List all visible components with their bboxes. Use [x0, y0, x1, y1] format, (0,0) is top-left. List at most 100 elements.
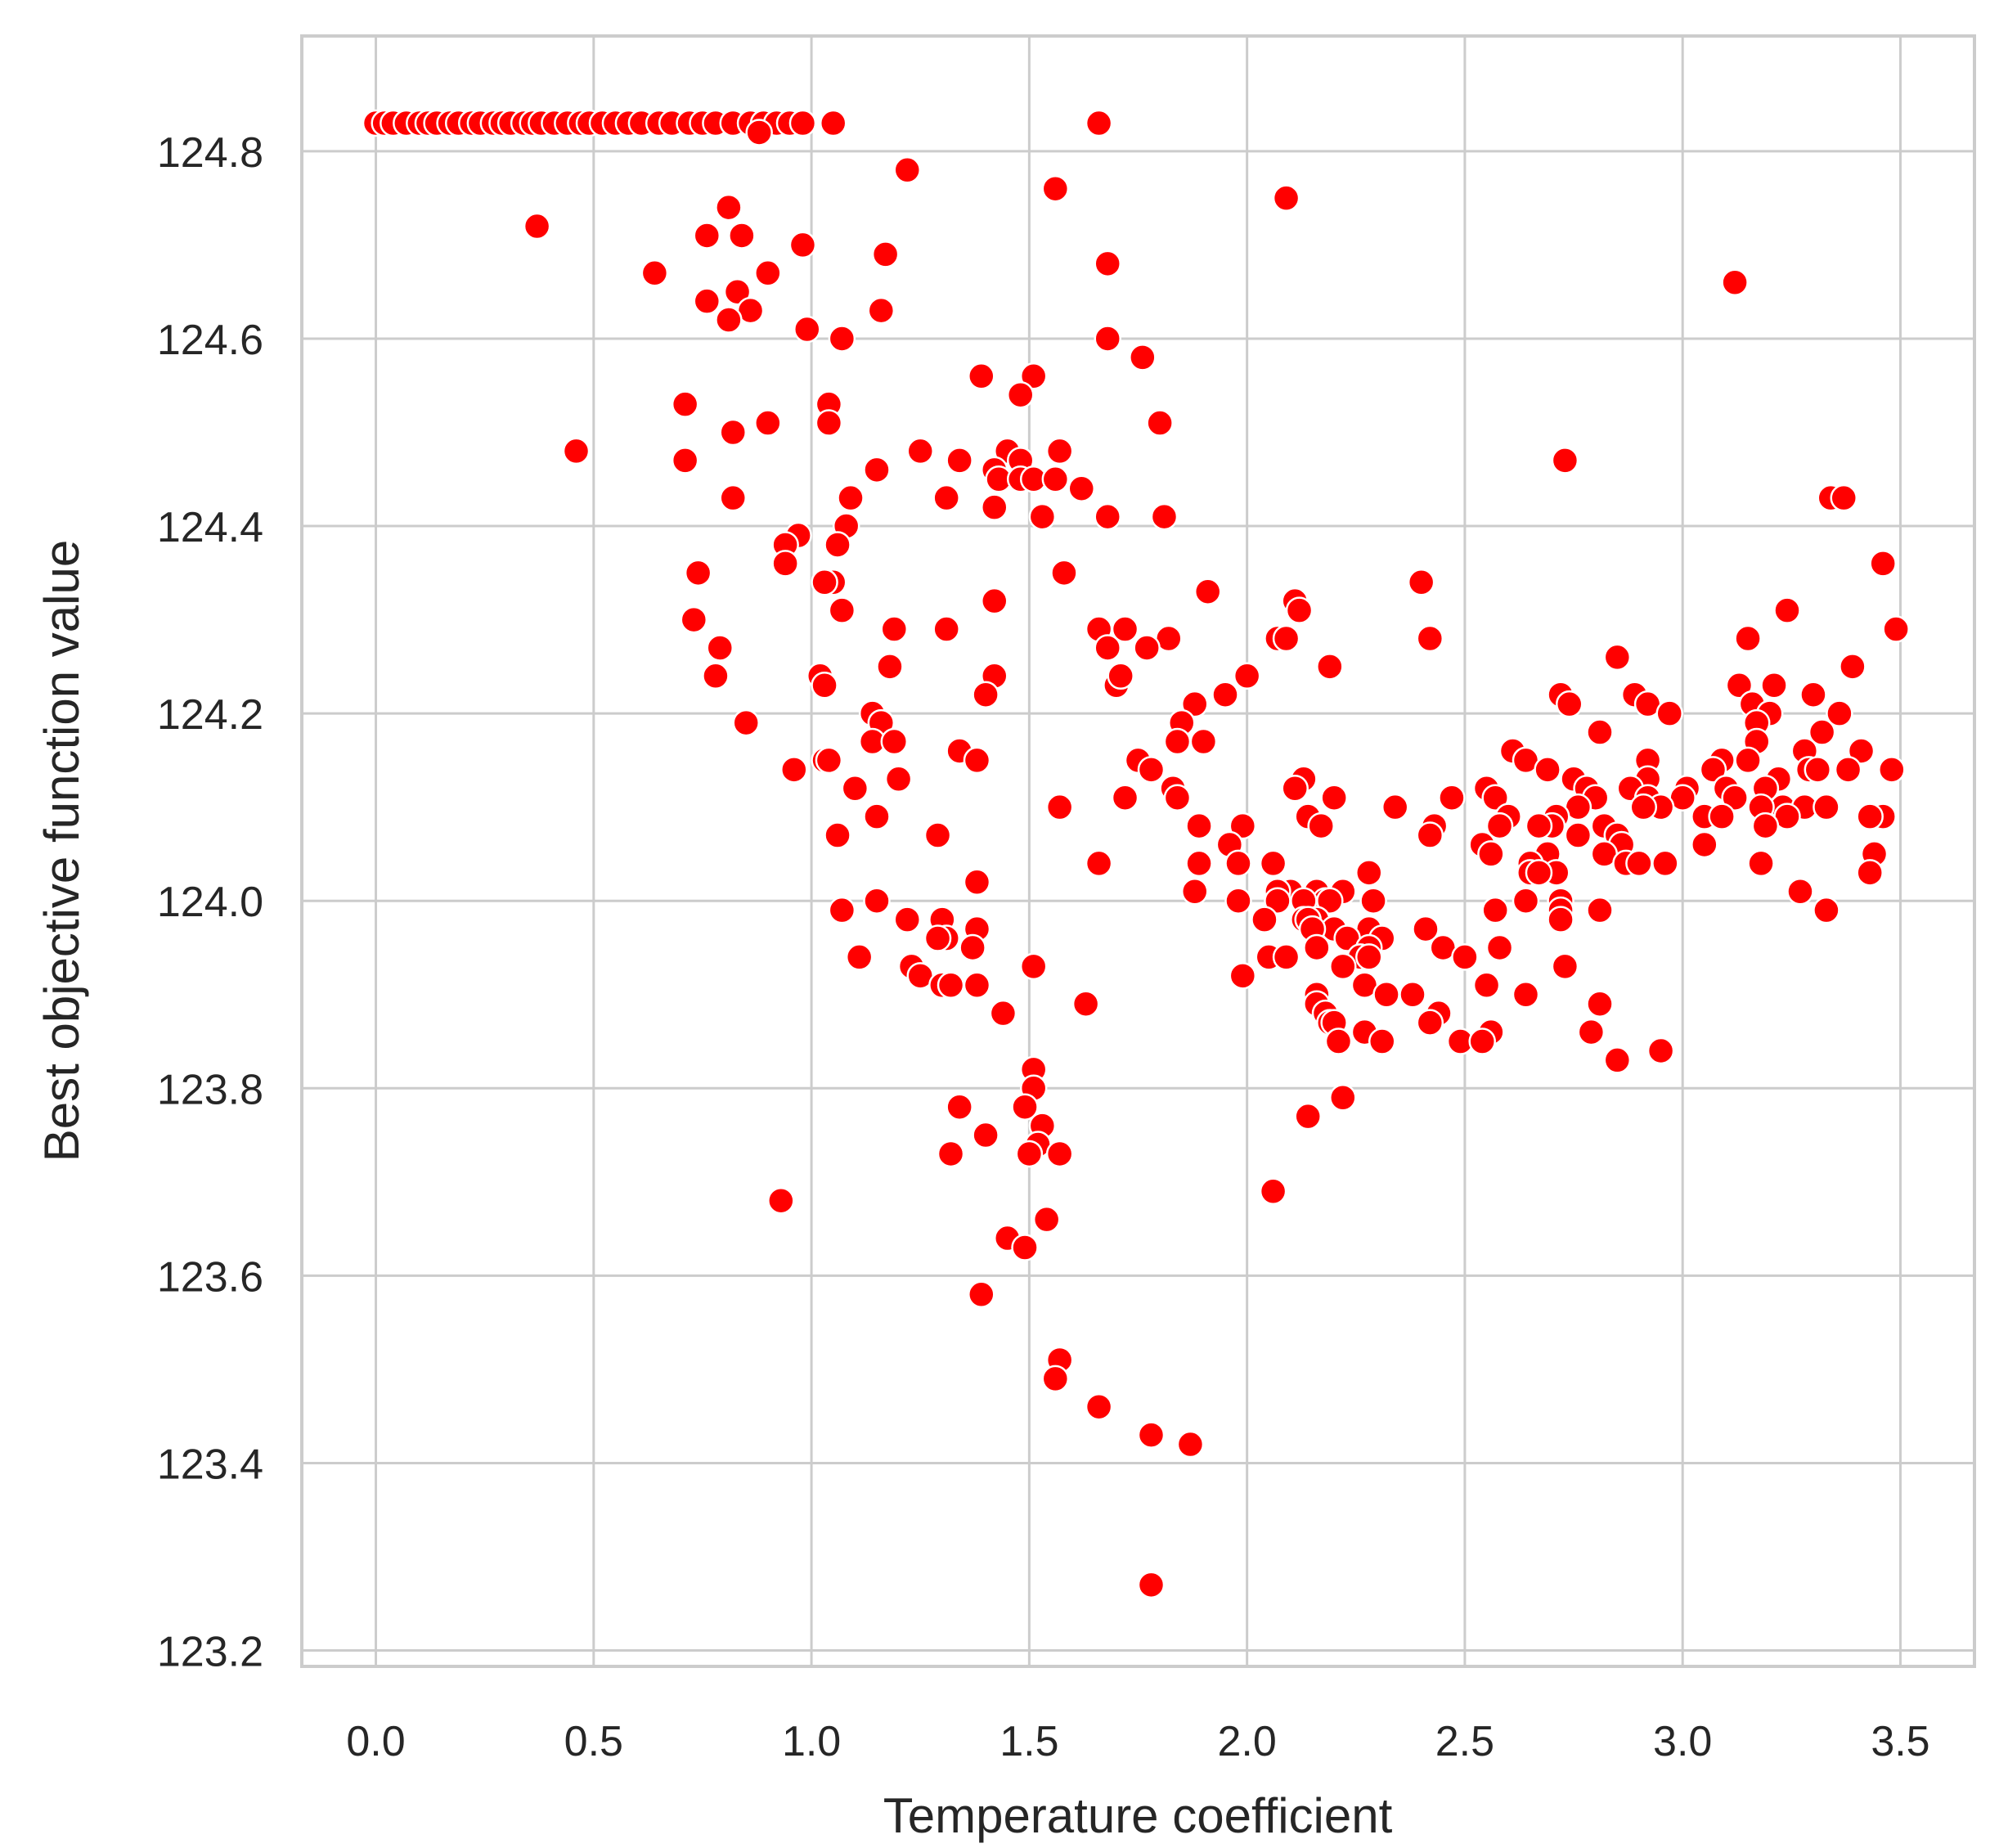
scatter-point — [1586, 718, 1614, 746]
scatter-point — [562, 437, 591, 465]
scatter-point — [1045, 1140, 1074, 1168]
scatter-point — [1751, 812, 1780, 840]
y-axis-label: Best objective function value — [34, 540, 89, 1162]
scatter-point — [1019, 952, 1048, 981]
scatter-point — [1211, 681, 1239, 708]
scatter-point — [867, 296, 896, 325]
scatter-point — [1416, 821, 1444, 849]
y-tick-label: 124.0 — [157, 879, 263, 926]
scatter-point — [1307, 812, 1335, 840]
scatter-point — [811, 672, 838, 699]
scatter-point — [1067, 474, 1096, 502]
scatter-point — [1150, 502, 1179, 531]
scatter-point — [1094, 325, 1121, 353]
y-tick-label: 123.2 — [157, 1629, 263, 1676]
scatter-point — [1368, 1027, 1396, 1055]
scatter-point — [1721, 268, 1749, 296]
scatter-point — [1830, 483, 1857, 512]
scatter-point — [1180, 690, 1209, 718]
scatter-point — [732, 708, 760, 737]
scatter-point — [932, 483, 960, 512]
scatter-points — [362, 109, 1910, 1599]
scatter-point — [671, 390, 699, 418]
scatter-point — [1094, 634, 1121, 662]
x-tick-label: 1.0 — [782, 1718, 841, 1765]
scatter-point — [863, 456, 891, 484]
scatter-point — [837, 483, 865, 512]
y-tick-label: 123.6 — [157, 1253, 263, 1301]
scatter-point — [1176, 1430, 1205, 1459]
scatter-point — [972, 1121, 1000, 1149]
scatter-point — [1006, 380, 1035, 409]
scatter-point — [1032, 1205, 1061, 1234]
scatter-point — [640, 259, 669, 287]
y-tick-label: 123.4 — [157, 1441, 263, 1488]
scatter-point — [828, 896, 856, 924]
scatter-point — [1185, 849, 1213, 878]
scatter-point — [1229, 962, 1257, 990]
scatter-point — [1137, 1421, 1166, 1449]
scatter-point — [1180, 878, 1209, 906]
scatter-point — [745, 119, 773, 146]
scatter-point — [1233, 662, 1261, 690]
scatter-point — [780, 756, 808, 784]
scatter-point — [880, 615, 909, 643]
scatter-point — [1085, 109, 1113, 137]
scatter-point — [693, 222, 721, 250]
scatter-point — [1272, 184, 1300, 212]
scatter-point — [1799, 681, 1827, 708]
scatter-point — [1882, 615, 1910, 643]
scatter-point — [1045, 437, 1074, 465]
y-gridlines — [302, 150, 1974, 1652]
scatter-point — [884, 765, 913, 794]
scatter-point — [1564, 821, 1592, 849]
scatter-point — [1468, 1027, 1496, 1055]
scatter-point — [923, 924, 952, 952]
scatter-point — [1355, 859, 1383, 887]
scatter-point — [946, 1093, 973, 1121]
scatter-point — [1264, 887, 1291, 915]
scatter-point — [1041, 174, 1070, 203]
scatter-point — [1646, 1036, 1675, 1065]
scatter-point — [1133, 634, 1161, 662]
scatter-point — [1721, 784, 1749, 812]
scatter-point — [1691, 830, 1718, 859]
scatter-point — [1163, 727, 1192, 756]
scatter-point — [1477, 840, 1505, 868]
scatter-point — [923, 821, 952, 849]
scatter-point — [815, 746, 843, 775]
scatter-point — [1839, 653, 1866, 681]
scatter-point — [1094, 502, 1121, 531]
scatter-point — [693, 287, 721, 315]
scatter-point — [1551, 447, 1579, 474]
scatter-point — [1512, 980, 1540, 1009]
scatter-point — [706, 634, 734, 662]
scatter-point — [819, 109, 847, 137]
scatter-point — [880, 727, 909, 756]
scatter-point — [1189, 727, 1218, 756]
scatter-point — [1316, 653, 1344, 681]
scatter-point — [1603, 643, 1632, 672]
scatter-point — [959, 933, 986, 962]
scatter-point — [1725, 672, 1754, 699]
scatter-point — [968, 362, 995, 390]
scatter-point — [771, 550, 799, 578]
scatter-point — [684, 559, 712, 587]
scatter-point — [811, 569, 838, 596]
scatter-point — [824, 821, 851, 849]
x-gridlines — [375, 36, 1902, 1666]
scatter-point — [845, 943, 874, 971]
scatter-point — [719, 483, 747, 512]
scatter-point — [1041, 1365, 1070, 1393]
scatter-point — [1481, 784, 1509, 812]
scatter-point — [1372, 980, 1400, 1009]
scatter-point — [754, 259, 782, 287]
scatter-point — [1094, 250, 1121, 278]
scatter-point — [1551, 952, 1579, 981]
scatter-point — [793, 315, 821, 344]
scatter-point — [1146, 409, 1174, 437]
scatter-point — [1303, 933, 1331, 962]
scatter-point — [1878, 756, 1906, 784]
scatter-point — [1224, 849, 1252, 878]
